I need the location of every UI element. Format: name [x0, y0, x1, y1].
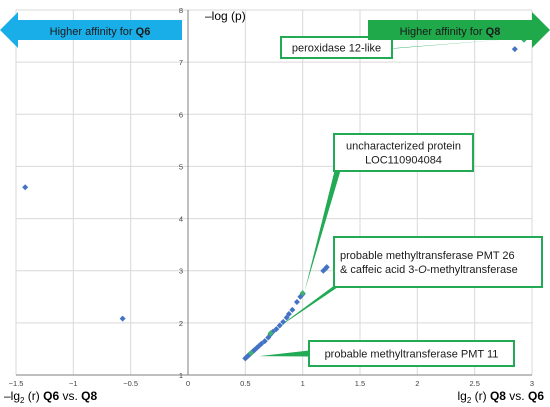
highlighted-data-point: [267, 330, 274, 337]
annotation-label: peroxidase 12-like: [292, 43, 381, 55]
x-tick-label: 0: [186, 379, 190, 388]
data-points: [22, 36, 527, 362]
x-tick-label: 2.5: [469, 379, 479, 388]
data-point: [511, 46, 518, 53]
y-tick-label: 5: [179, 162, 183, 171]
data-point: [119, 315, 126, 322]
annotation-leader: [259, 350, 309, 357]
y-tick-label: 4: [179, 215, 183, 224]
annotation-leader-lines: [259, 37, 526, 357]
x-tick-label: −1.5: [9, 379, 24, 388]
x-tick-label: 1: [301, 379, 305, 388]
annotation-box: [308, 340, 515, 367]
x-tick-labels: −1.5 −1 −0.5 0 0.5 1 1.5 2 2.5 3: [9, 379, 534, 388]
data-point: [261, 338, 268, 345]
data-point: [22, 184, 29, 191]
annotation-leader: [272, 285, 341, 332]
annotation-label: probable methyltransferase PMT 26: [340, 250, 515, 262]
arrow-right-label: Higher affinity for Q8: [400, 26, 501, 38]
data-point: [258, 340, 265, 347]
x-axis-label-left: –lg2 (r) Q6 vs. Q8: [4, 389, 97, 405]
y-axis-label: –log (p): [205, 9, 246, 23]
y-tick-label: 8: [179, 6, 183, 15]
x-tick-label: 0.5: [240, 379, 250, 388]
y-tick-label: 7: [179, 58, 183, 67]
highlighted-data-point: [248, 350, 255, 357]
y-tick-label: 2: [179, 319, 183, 328]
y-tick-label: 1: [179, 371, 183, 380]
annotation-label: probable methyltransferase PMT 11: [325, 349, 499, 361]
annotation-leader: [304, 169, 341, 292]
x-tick-label: 2: [415, 379, 419, 388]
annotation-box: [280, 36, 393, 59]
x-tick-label: 3: [530, 379, 534, 388]
annotation-label: LOC110904084: [365, 155, 442, 167]
y-tick-labels: 1 2 3 4 5 6 7 8: [179, 6, 183, 380]
arrow-left-banner: Higher affinity for Q6: [0, 12, 182, 48]
x-tick-label: 1.5: [355, 379, 365, 388]
annotation-leader: [389, 37, 526, 49]
annotation-label: & caffeic acid 3-O-methyltransferase: [340, 264, 518, 276]
y-tick-label: 6: [179, 110, 183, 119]
data-point: [293, 299, 300, 305]
highlighted-data-point: [299, 290, 306, 297]
annotation-box: [333, 133, 474, 172]
x-axis-label-right: lg2 (r) Q8 vs. Q6: [458, 389, 545, 405]
data-point: [323, 264, 330, 271]
left-arrow-icon: [0, 12, 182, 48]
y-tick-label: 3: [179, 267, 183, 276]
data-point: [273, 326, 280, 333]
x-tick-label: −0.5: [123, 379, 138, 388]
right-arrow-icon: [368, 12, 550, 48]
data-point: [276, 322, 283, 329]
data-point: [285, 310, 292, 317]
axes: [16, 10, 532, 376]
arrow-left-label: Higher affinity for Q6: [50, 26, 151, 38]
data-point: [280, 318, 287, 325]
data-point: [289, 306, 296, 313]
annotation-label: uncharacterized protein: [346, 141, 461, 153]
arrow-right-banner: Higher affinity for Q8: [368, 12, 550, 48]
x-tick-label: −1: [69, 379, 78, 388]
annotation-box: [333, 236, 543, 288]
annotation-labels: peroxidase 12-like uncharacterized protei…: [280, 36, 543, 367]
